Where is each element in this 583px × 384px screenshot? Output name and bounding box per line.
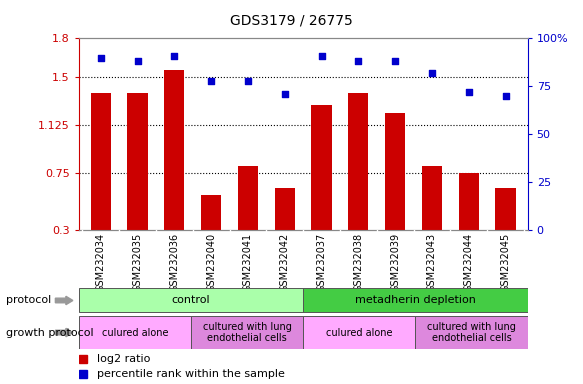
Text: GSM232036: GSM232036 (170, 233, 180, 292)
Text: culured alone: culured alone (101, 328, 168, 338)
Point (501, 93, 510, 99)
Text: cultured with lung
endothelial cells: cultured with lung endothelial cells (427, 322, 516, 343)
Bar (348, 93, 368, 230)
Point (427, 70, 437, 76)
Text: control: control (171, 295, 210, 306)
Text: percentile rank within the sample: percentile rank within the sample (97, 369, 285, 379)
Bar (385, 113, 405, 230)
Bar (275, 188, 295, 230)
Bar (459, 173, 479, 230)
Text: GSM232034: GSM232034 (96, 233, 106, 292)
Text: GSM232035: GSM232035 (132, 233, 143, 293)
Bar (415, 316, 528, 349)
Bar (311, 105, 332, 230)
Text: culured alone: culured alone (326, 328, 392, 338)
Text: GSM232039: GSM232039 (390, 233, 400, 292)
Text: GSM232038: GSM232038 (353, 233, 363, 292)
Point (133, 58, 142, 65)
Point (280, 91, 289, 97)
Bar (201, 195, 222, 230)
Point (206, 78, 216, 84)
Bar (303, 288, 528, 313)
Bar (79, 316, 191, 349)
Bar (422, 166, 442, 230)
Text: GSM232045: GSM232045 (501, 233, 511, 293)
Point (354, 58, 363, 65)
Point (170, 53, 179, 59)
Point (317, 53, 326, 59)
Point (391, 58, 400, 65)
Text: GDS3179 / 26775: GDS3179 / 26775 (230, 13, 353, 27)
Bar (128, 93, 147, 230)
Bar (91, 93, 111, 230)
Bar (496, 188, 515, 230)
Text: growth protocol: growth protocol (6, 328, 93, 338)
Bar (79, 288, 303, 313)
Bar (191, 316, 303, 349)
Bar (164, 70, 184, 230)
Point (464, 89, 473, 95)
Point (243, 78, 252, 84)
Text: GSM232044: GSM232044 (463, 233, 474, 292)
Text: GSM232043: GSM232043 (427, 233, 437, 292)
Bar (303, 316, 415, 349)
Point (96, 55, 106, 61)
Text: cultured with lung
endothelial cells: cultured with lung endothelial cells (203, 322, 292, 343)
Text: GSM232042: GSM232042 (280, 233, 290, 293)
Text: GSM232041: GSM232041 (243, 233, 253, 292)
Text: log2 ratio: log2 ratio (97, 354, 150, 364)
Text: protocol: protocol (6, 295, 51, 306)
Text: GSM232040: GSM232040 (206, 233, 216, 292)
Text: GSM232037: GSM232037 (317, 233, 326, 293)
Bar (238, 166, 258, 230)
Text: metadherin depletion: metadherin depletion (355, 295, 476, 306)
